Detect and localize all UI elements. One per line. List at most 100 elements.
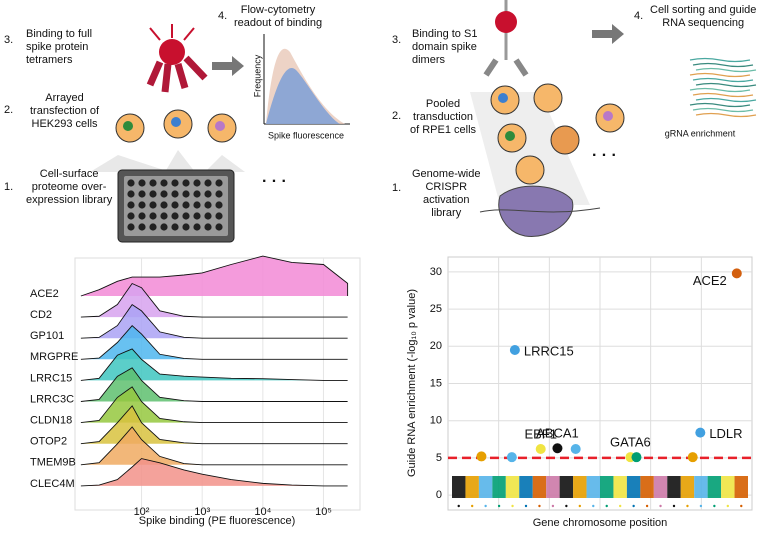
chromosome-outlier bbox=[672, 504, 676, 508]
point-label: GATA6 bbox=[610, 435, 651, 450]
well bbox=[193, 212, 201, 220]
chromosome-outlier bbox=[551, 504, 555, 508]
step-number: 1. bbox=[4, 181, 14, 193]
chromosome-outlier bbox=[645, 504, 649, 508]
chromosome-band bbox=[465, 476, 479, 498]
well bbox=[149, 201, 157, 209]
point-label: LDLR bbox=[709, 426, 742, 441]
chromosome-band bbox=[694, 476, 708, 498]
chromosome-outlier bbox=[699, 504, 703, 508]
chromosome-band bbox=[653, 476, 668, 498]
point bbox=[631, 452, 642, 463]
category-label: OTOP2 bbox=[30, 436, 67, 448]
chromosome-outlier bbox=[511, 504, 514, 508]
chromosome-band bbox=[452, 476, 466, 498]
x-tick-label: 10² bbox=[134, 506, 150, 518]
chromosome-band bbox=[546, 476, 560, 498]
ellipsis: · · · bbox=[262, 173, 287, 190]
x-tick-label: 10⁴ bbox=[254, 506, 271, 518]
spike-dimer bbox=[483, 0, 529, 77]
read bbox=[689, 57, 751, 63]
ridge bbox=[80, 367, 348, 402]
chromosome-outlier bbox=[740, 504, 743, 508]
point bbox=[731, 268, 742, 279]
well bbox=[215, 201, 223, 209]
well bbox=[127, 223, 135, 231]
cells bbox=[490, 83, 625, 185]
point bbox=[695, 427, 706, 438]
category-label: GP101 bbox=[30, 330, 64, 342]
well bbox=[127, 179, 135, 187]
well bbox=[160, 201, 168, 209]
chromosome-outlier bbox=[565, 504, 568, 508]
y-tick-label: 20 bbox=[430, 340, 442, 352]
well bbox=[182, 201, 190, 209]
read bbox=[695, 112, 757, 118]
step-number: 2. bbox=[392, 110, 402, 122]
inset-x-label: Spike fluorescence bbox=[268, 130, 344, 140]
chromosome-outlier bbox=[632, 504, 635, 508]
category-label: CLDN18 bbox=[30, 415, 72, 427]
well bbox=[204, 190, 212, 198]
well bbox=[193, 223, 201, 231]
read bbox=[689, 87, 751, 93]
step-text: Binding to full spike protein tetramers bbox=[26, 28, 93, 66]
step-number: 3. bbox=[392, 34, 402, 46]
chromosome-band bbox=[519, 476, 533, 498]
ridge bbox=[80, 282, 348, 318]
arrow bbox=[212, 56, 244, 76]
well bbox=[149, 179, 157, 187]
ridge bbox=[80, 325, 348, 360]
well bbox=[127, 201, 135, 209]
spike-tetramer bbox=[146, 24, 208, 93]
well bbox=[182, 179, 190, 187]
inset-y-label: Frequency bbox=[252, 54, 262, 97]
well bbox=[182, 223, 190, 231]
well bbox=[160, 179, 168, 187]
well bbox=[138, 190, 146, 198]
point-label: ABCA1 bbox=[536, 426, 579, 441]
y-tick-label: 15 bbox=[430, 377, 442, 389]
category-label: LRRC15 bbox=[30, 372, 72, 384]
arrow bbox=[592, 24, 624, 44]
chromosome-outlier bbox=[605, 504, 608, 508]
well bbox=[138, 212, 146, 220]
crispr-library bbox=[479, 185, 601, 237]
well-plate bbox=[117, 169, 235, 243]
well bbox=[138, 223, 146, 231]
chromosome-outlier bbox=[484, 504, 487, 508]
y-tick-label: 10 bbox=[430, 415, 442, 427]
chromosome-band bbox=[626, 476, 641, 498]
read bbox=[692, 107, 754, 113]
well bbox=[160, 223, 168, 231]
well bbox=[193, 201, 201, 209]
ridge bbox=[80, 405, 348, 445]
well bbox=[171, 179, 179, 187]
chromosome-outlier bbox=[470, 504, 474, 508]
read bbox=[695, 97, 757, 103]
well bbox=[138, 179, 146, 187]
read bbox=[692, 62, 754, 68]
category-label: CD2 bbox=[30, 309, 52, 321]
y-axis-label: Guide RNA enrichment (-log₁₀ p value) bbox=[406, 289, 418, 477]
chromosome-band bbox=[586, 476, 600, 498]
chromosome-outlier bbox=[497, 504, 501, 508]
chromosome-band bbox=[734, 476, 748, 498]
well bbox=[204, 212, 212, 220]
well bbox=[215, 212, 223, 220]
well bbox=[204, 201, 212, 209]
chromosome-band bbox=[492, 476, 506, 498]
x-axis-label: Spike binding (PE fluorescence) bbox=[139, 515, 296, 527]
chromosome-outlier bbox=[457, 504, 460, 508]
step-text: Cell sorting and guide RNA sequencing bbox=[650, 4, 757, 29]
read bbox=[692, 77, 754, 83]
read bbox=[689, 72, 751, 78]
y-tick-label: 25 bbox=[430, 303, 442, 315]
beam bbox=[470, 92, 590, 205]
chromosome-band bbox=[667, 476, 681, 498]
step-number: 4. bbox=[634, 10, 644, 22]
well bbox=[215, 190, 223, 198]
ridge bbox=[80, 458, 348, 487]
well bbox=[204, 179, 212, 187]
